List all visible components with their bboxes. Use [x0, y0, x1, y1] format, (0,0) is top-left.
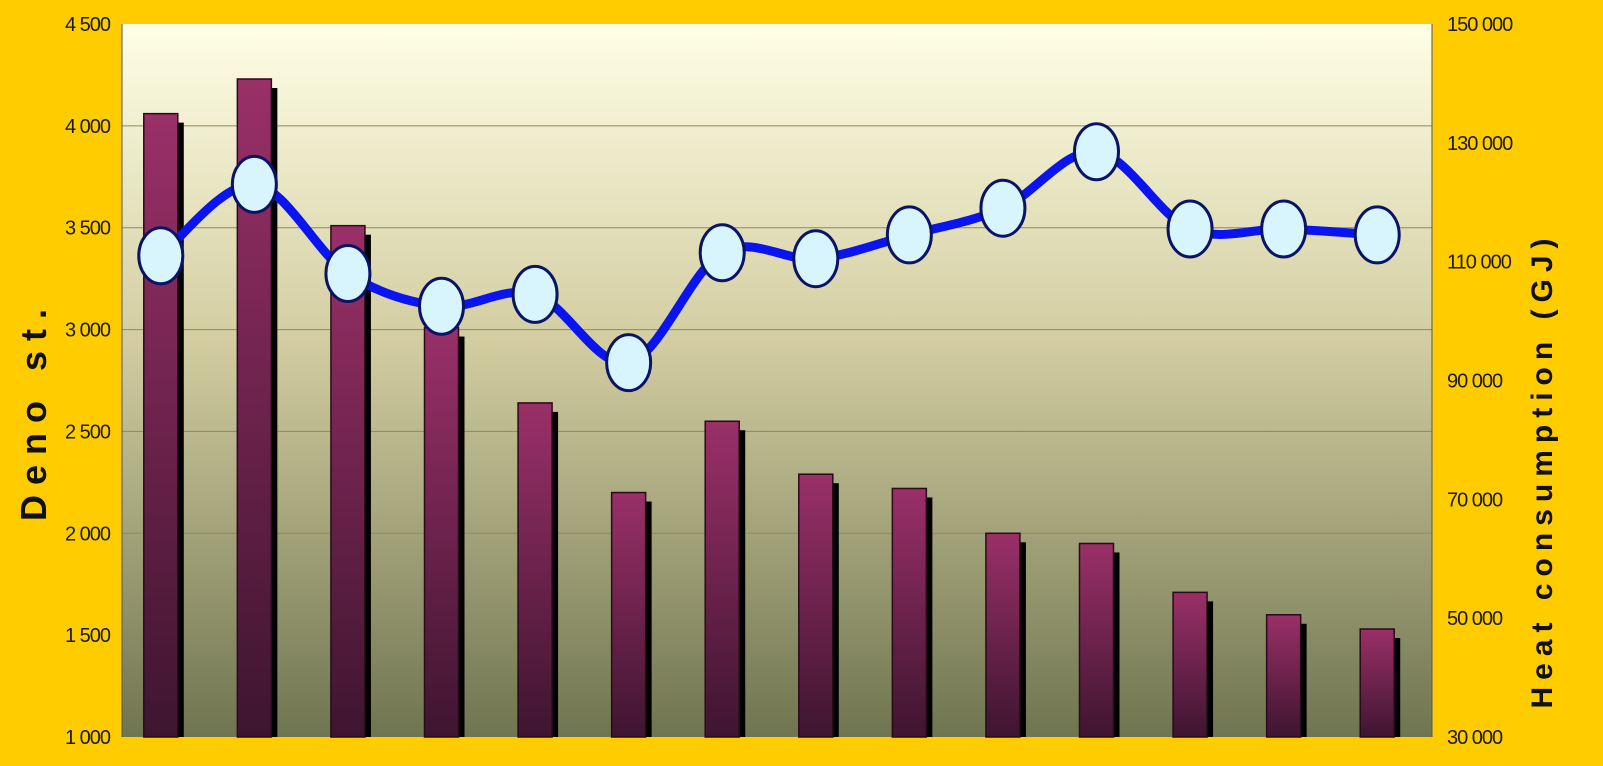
line-point [605, 333, 653, 393]
bar [891, 487, 928, 738]
plot-area [122, 24, 1432, 737]
line-point [511, 264, 559, 324]
line-point [137, 226, 185, 286]
line-series [137, 122, 1401, 393]
y-tick-label: 3 000 [65, 320, 111, 342]
bar [1359, 628, 1395, 738]
line-point [1073, 122, 1120, 182]
bar [985, 532, 1021, 738]
bar [1078, 542, 1115, 738]
y2-tick-label: 110 000 [1447, 252, 1512, 274]
y2-tick-label: 90 000 [1447, 371, 1503, 393]
line-point [230, 154, 278, 214]
bar [610, 491, 647, 738]
line-point [1166, 199, 1214, 259]
bar [1265, 614, 1302, 738]
line-point [418, 276, 465, 336]
y-tick-label: 1 000 [65, 727, 111, 749]
bar [330, 224, 366, 738]
y-tick-label: 1 500 [65, 625, 111, 647]
bar [704, 420, 740, 738]
y2-tick-label: 50 000 [1447, 608, 1503, 630]
y-axis-title: Deno st. [13, 299, 54, 521]
line-point [324, 244, 372, 304]
line-point [979, 178, 1027, 238]
y2-tick-label: 150 000 [1447, 14, 1513, 36]
tick-labels: 1 000 1 500 2 000 2 500 3 000 3 500 4 000 4 500… [65, 14, 1514, 749]
line-point [698, 223, 746, 283]
line-point [1353, 205, 1401, 265]
y2-tick-label: 30 000 [1447, 727, 1503, 749]
y-tick-label: 2 000 [65, 523, 111, 545]
bar [1172, 591, 1208, 738]
bar [517, 402, 553, 738]
y2-tick-label: 130 000 [1447, 133, 1513, 155]
line-point [885, 205, 933, 265]
bar [798, 473, 834, 738]
y-tick-label: 4 000 [65, 116, 111, 138]
y-tick-label: 4 500 [65, 14, 111, 36]
y-tick-label: 2 500 [65, 421, 111, 443]
bar [423, 326, 460, 738]
y-tick-label: 3 500 [65, 218, 111, 240]
y2-axis-title: Heat consumption (GJ) [1526, 231, 1559, 708]
line-point [1260, 199, 1308, 259]
y2-tick-label: 70 000 [1447, 489, 1503, 511]
line-point [792, 229, 840, 289]
bar-series [143, 78, 1401, 738]
bar [143, 112, 179, 738]
